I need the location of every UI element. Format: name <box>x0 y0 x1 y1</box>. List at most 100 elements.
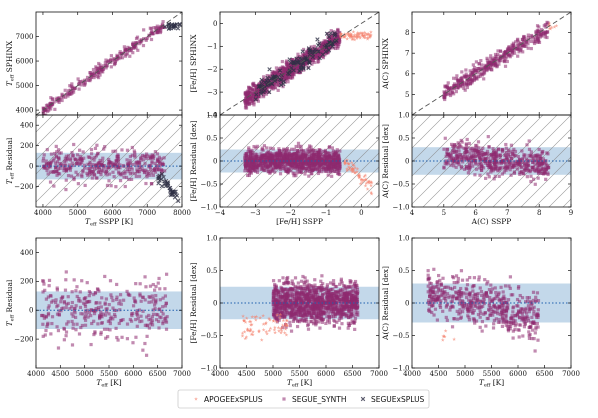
point-segue-synth <box>307 161 311 165</box>
point-apogeexsplus <box>369 180 374 185</box>
point-segue-synth <box>71 322 75 326</box>
point-segue-synth <box>90 176 94 180</box>
point-segue-synth <box>263 163 267 167</box>
point-segue-synth <box>525 175 529 179</box>
y-tick-label: 0.5 <box>398 134 409 142</box>
point-segue-synth <box>322 162 326 166</box>
point-segue-synth <box>488 65 493 69</box>
x-tick-label: 7000 <box>138 209 156 217</box>
point-segue-synth <box>281 76 285 80</box>
point-segue-synth <box>485 61 490 65</box>
point-segue-synth <box>467 161 471 165</box>
point-seguexsplus <box>166 23 171 28</box>
point-segue-synth <box>156 281 160 285</box>
point-segue-synth <box>495 161 499 165</box>
point-segue-synth <box>69 89 74 93</box>
point-segue-synth <box>529 174 533 178</box>
point-segue-synth <box>326 166 331 170</box>
point-segue-synth <box>50 97 54 102</box>
point-segue-synth <box>478 160 482 165</box>
point-segue-synth <box>79 325 83 330</box>
point-segue-synth <box>450 156 454 160</box>
point-segue-synth <box>293 152 297 156</box>
point-segue-synth <box>277 318 281 322</box>
panel-feh_compare: −4−3−2−10[Fe/H] SPHINX <box>189 11 380 119</box>
y-tick-label: 5000 <box>16 82 34 90</box>
point-segue-synth <box>536 165 540 169</box>
point-segue-synth <box>293 158 297 163</box>
point-segue-synth <box>472 66 477 70</box>
point-segue-synth <box>472 154 476 158</box>
point-segue-synth <box>244 101 248 105</box>
point-segue-synth <box>327 37 332 42</box>
point-segue-synth <box>281 276 285 280</box>
point-segue-synth <box>281 161 285 166</box>
point-segue-synth <box>256 94 261 99</box>
point-segue-synth <box>125 48 129 52</box>
point-segue-synth <box>310 151 314 156</box>
y-tick-label: 7 <box>405 50 409 58</box>
point-segue-synth <box>533 182 537 186</box>
point-segue-synth <box>57 100 61 104</box>
point-segue-synth <box>465 146 469 150</box>
point-segue-synth <box>107 59 111 63</box>
point-apogeexsplus <box>368 34 373 38</box>
point-segue-synth <box>326 173 330 177</box>
point-segue-synth <box>143 298 147 302</box>
point-segue-synth <box>281 152 286 156</box>
point-segue-synth <box>133 171 137 176</box>
point-segue-synth <box>159 157 163 161</box>
point-seguexsplus <box>176 198 181 204</box>
point-seguexsplus <box>267 89 272 95</box>
point-segue-synth <box>114 185 118 189</box>
point-segue-synth <box>92 292 96 297</box>
point-segue-synth <box>96 151 100 155</box>
y-tick-label: 0 <box>29 163 33 171</box>
point-apogeexsplus <box>352 163 356 168</box>
point-segue-synth <box>243 99 247 103</box>
point-segue-synth <box>443 136 447 140</box>
point-segue-synth <box>507 150 511 154</box>
point-segue-synth <box>258 163 262 167</box>
point-segue-synth <box>70 312 74 316</box>
point-segue-synth <box>103 171 108 175</box>
point-segue-synth <box>291 158 295 162</box>
point-segue-synth <box>476 67 480 71</box>
point-segue-synth <box>123 184 127 189</box>
point-segue-synth <box>45 322 50 327</box>
point-segue-synth <box>296 141 301 145</box>
point-segue-synth <box>523 163 527 168</box>
point-segue-synth <box>529 179 533 184</box>
y-axis-label: Teff Residual <box>5 279 16 326</box>
point-segue-synth <box>443 85 447 89</box>
point-segue-synth <box>41 159 45 163</box>
point-segue-synth <box>490 156 494 160</box>
point-segue-synth <box>323 166 327 171</box>
point-segue-synth <box>52 169 56 174</box>
point-segue-synth <box>254 164 259 168</box>
point-segue-synth <box>55 150 59 154</box>
point-segue-synth <box>78 154 82 159</box>
point-segue-synth <box>307 155 311 159</box>
point-segue-synth <box>268 164 272 168</box>
point-segue-synth <box>492 161 496 165</box>
point-segue-synth <box>97 167 102 172</box>
point-segue-synth <box>540 164 544 168</box>
y-tick-label: 200 <box>20 142 33 150</box>
point-segue-synth <box>498 155 502 160</box>
point-segue-synth <box>111 59 115 63</box>
point-segue-synth <box>463 88 467 92</box>
point-segue-synth <box>94 301 99 305</box>
point-segue-synth <box>294 144 298 149</box>
point-segue-synth <box>346 321 350 325</box>
point-segue-synth <box>445 89 449 93</box>
point-segue-synth <box>470 71 475 75</box>
point-segue-synth <box>116 153 120 157</box>
point-segue-synth <box>318 53 322 57</box>
point-segue-synth <box>109 57 113 62</box>
point-segue-synth <box>273 158 277 162</box>
point-segue-synth <box>127 167 131 172</box>
point-segue-synth <box>79 312 83 316</box>
point-segue-synth <box>502 158 506 162</box>
point-segue-synth <box>90 152 94 156</box>
